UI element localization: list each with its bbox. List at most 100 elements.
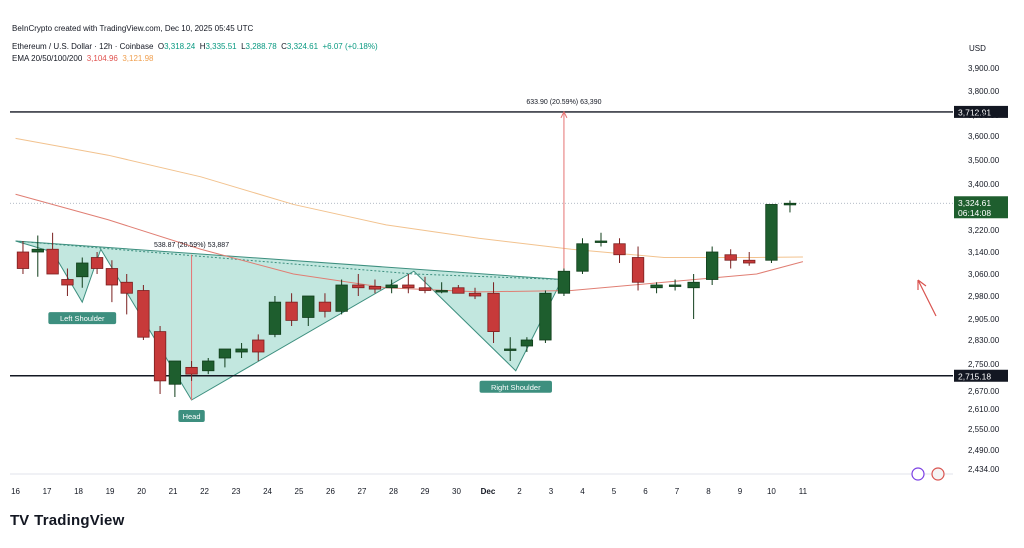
candle-body	[594, 240, 608, 243]
ema-label: EMA 20/50/100/200	[12, 54, 83, 63]
x-tick-label: 11	[799, 487, 808, 496]
ohlc-low: 3,288.78	[245, 42, 277, 51]
neckline	[15, 240, 563, 280]
candle-body	[202, 360, 215, 372]
x-tick-label: 28	[389, 487, 398, 496]
candle-body	[402, 284, 415, 289]
candle	[76, 257, 89, 288]
ema-line-50	[15, 137, 803, 258]
candle-body	[76, 262, 89, 278]
candle	[185, 361, 198, 381]
x-tick-label: 18	[74, 487, 83, 496]
candle-body	[783, 202, 797, 206]
candle-body	[468, 292, 482, 297]
candle-body	[268, 301, 282, 335]
x-tick-label: 2	[517, 487, 522, 496]
pattern-label-0: Left Shoulder	[48, 312, 117, 325]
candle	[105, 260, 119, 303]
candle-body	[385, 284, 398, 289]
y-tick-label: 2,980.00	[968, 292, 1000, 301]
current-price-countdown: 06:14:08	[958, 208, 991, 218]
candle-body	[557, 270, 571, 294]
x-tick-label: 25	[295, 487, 304, 496]
level-label-text: 2,715.18	[958, 371, 991, 381]
candle-body	[631, 257, 645, 283]
candle-body	[668, 284, 682, 287]
measure-label-0: 538.87 (20.59%) 53,887	[154, 242, 229, 249]
candle	[302, 295, 315, 326]
candle-body	[16, 251, 30, 269]
x-tick-label: 6	[643, 487, 648, 496]
y-tick-label: 2,670.00	[968, 387, 1000, 396]
y-tick-label: 3,500.00	[968, 156, 1000, 165]
candle	[687, 274, 700, 319]
tradingview-mark-icon: TV	[10, 512, 30, 529]
candle-body	[765, 204, 778, 261]
y-tick-label: 2,434.00	[968, 465, 1000, 474]
candle-body	[318, 301, 332, 312]
candle	[594, 232, 608, 247]
candle	[318, 293, 332, 318]
candle-body	[61, 279, 74, 286]
candle	[31, 235, 44, 277]
pattern-label-bg	[48, 312, 117, 325]
candle	[706, 246, 719, 285]
symbol-info: Ethereum / U.S. Dollar · 12h · Coinbase …	[12, 42, 378, 51]
x-tick-label: 21	[169, 487, 178, 496]
candle-body	[368, 285, 382, 290]
replay-icon	[911, 467, 925, 481]
x-tick-label: 30	[452, 487, 461, 496]
candle-body	[724, 254, 737, 261]
candle	[120, 274, 133, 315]
candle	[504, 337, 517, 361]
candle	[743, 252, 756, 266]
x-tick-label: 19	[106, 487, 115, 496]
current-price-text: 3,324.61	[958, 198, 991, 208]
x-tick-label: 17	[43, 487, 52, 496]
candle	[61, 268, 74, 296]
y-tick-label: 3,060.00	[968, 270, 1000, 279]
annotation-arrow	[917, 279, 937, 317]
pattern-label-text: Head	[183, 412, 201, 421]
candle	[468, 287, 482, 300]
flag-icon	[931, 467, 945, 481]
level-label-1: 2,715.18	[954, 369, 1008, 382]
measure-label-1: 633.90 (20.59%) 63,390	[526, 99, 601, 106]
y-tick-label: 3,140.00	[968, 248, 1000, 257]
ohlc-open: 3,318.24	[164, 42, 196, 51]
measure-arrowhead	[560, 110, 568, 119]
candle	[252, 334, 265, 361]
candle	[218, 348, 232, 368]
candle-body	[452, 287, 465, 294]
candle	[235, 343, 248, 358]
candle	[368, 279, 382, 294]
ohlc-change: +6.07 (+0.18%)	[322, 42, 378, 51]
y-tick-label: 2,610.00	[968, 405, 1000, 414]
candle	[576, 238, 589, 274]
pattern-label-bg	[178, 410, 205, 422]
x-tick-label: 27	[358, 487, 367, 496]
pattern-label-text: Left Shoulder	[60, 314, 105, 323]
y-tick-label: 3,700.00	[968, 111, 1000, 120]
x-tick-label: 16	[11, 487, 20, 496]
candle-body	[418, 287, 432, 291]
ohlc-high: 3,335.51	[205, 42, 237, 51]
candle	[487, 282, 500, 343]
candle-body	[743, 259, 756, 264]
ohlc-close: 3,324.61	[286, 42, 319, 51]
x-tick-label: 5	[612, 487, 617, 496]
x-tick-label: 9	[738, 487, 743, 496]
candle	[268, 296, 282, 338]
candle	[435, 282, 448, 294]
candle	[668, 279, 682, 291]
y-tick-label: 2,490.00	[968, 446, 1000, 455]
level-label-0: 3,712.91	[954, 105, 1008, 118]
candle	[520, 337, 534, 352]
candle	[650, 282, 663, 294]
candle-body	[90, 257, 104, 269]
candle	[168, 360, 182, 397]
tradingview-brand: TradingView	[34, 512, 125, 529]
candle-body	[218, 348, 232, 359]
